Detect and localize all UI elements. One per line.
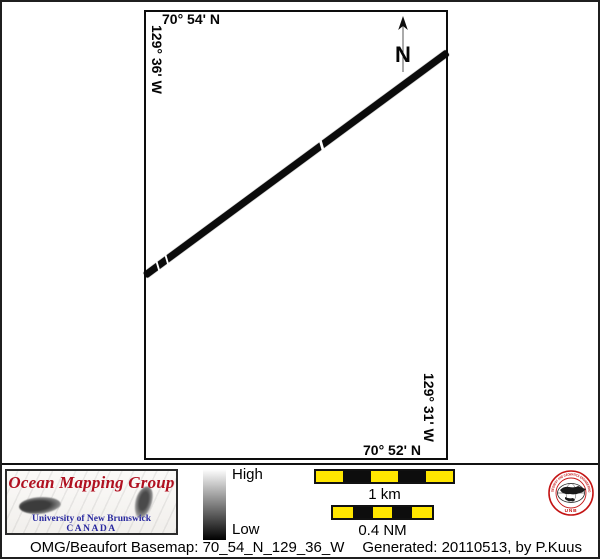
- seal-unb-text: UNB: [565, 508, 578, 514]
- scalebar-segment: [392, 507, 413, 518]
- scalebar-km: [314, 469, 455, 484]
- map-frame: [144, 10, 448, 460]
- scalebar-nm: [331, 505, 434, 520]
- scalebar-km-label: 1 km: [368, 486, 401, 503]
- seal-globe-icon: [557, 483, 586, 503]
- north-arrow-icon: N: [391, 15, 415, 75]
- scalebar-segment: [316, 471, 344, 482]
- colorbar-gradient: [203, 469, 226, 540]
- track-gap: [164, 254, 169, 265]
- omg-logo: Ocean Mapping Group University of New Br…: [5, 469, 178, 535]
- latitude-label-top: 70° 54' N: [162, 11, 220, 27]
- track-gap: [319, 139, 325, 151]
- scalebar-segment: [372, 507, 393, 518]
- scalebar-segment: [412, 507, 432, 518]
- colorbar-high-label: High: [232, 466, 263, 483]
- scalebar-segment: [333, 507, 353, 518]
- caption: OMG/Beaufort Basemap: 70_54_N_129_36_W G…: [30, 539, 582, 556]
- caption-generated: Generated: 20110513, by P.Kuus: [362, 539, 582, 556]
- scalebar-segment: [370, 471, 399, 482]
- sea-creature-image-left: [18, 494, 62, 517]
- omg-logo-subtitle: University of New Brunswick: [31, 514, 151, 524]
- omg-logo-country: CANADA: [66, 524, 117, 534]
- scalebar-nm-label: 0.4 NM: [358, 522, 407, 539]
- north-arrow-label: N: [395, 42, 411, 67]
- track-gap: [155, 260, 161, 272]
- longitude-label-right: 129° 31' W: [421, 373, 437, 442]
- scalebar-segment: [398, 471, 426, 482]
- unb-geodesy-seal: GEODESY AND GEOMATICS ENGINEERING UNB: [547, 468, 595, 518]
- scalebar-segment: [343, 471, 371, 482]
- footer-divider: [2, 463, 598, 465]
- omg-logo-title: Ocean Mapping Group: [8, 473, 175, 492]
- caption-basemap: OMG/Beaufort Basemap: 70_54_N_129_36_W: [30, 539, 345, 556]
- latitude-label-bottom: 70° 52' N: [363, 442, 421, 458]
- longitude-label-left: 129° 36' W: [149, 25, 165, 94]
- colorbar-low-label: Low: [232, 521, 260, 538]
- scalebar-segment: [352, 507, 373, 518]
- scalebar-segment: [425, 471, 454, 482]
